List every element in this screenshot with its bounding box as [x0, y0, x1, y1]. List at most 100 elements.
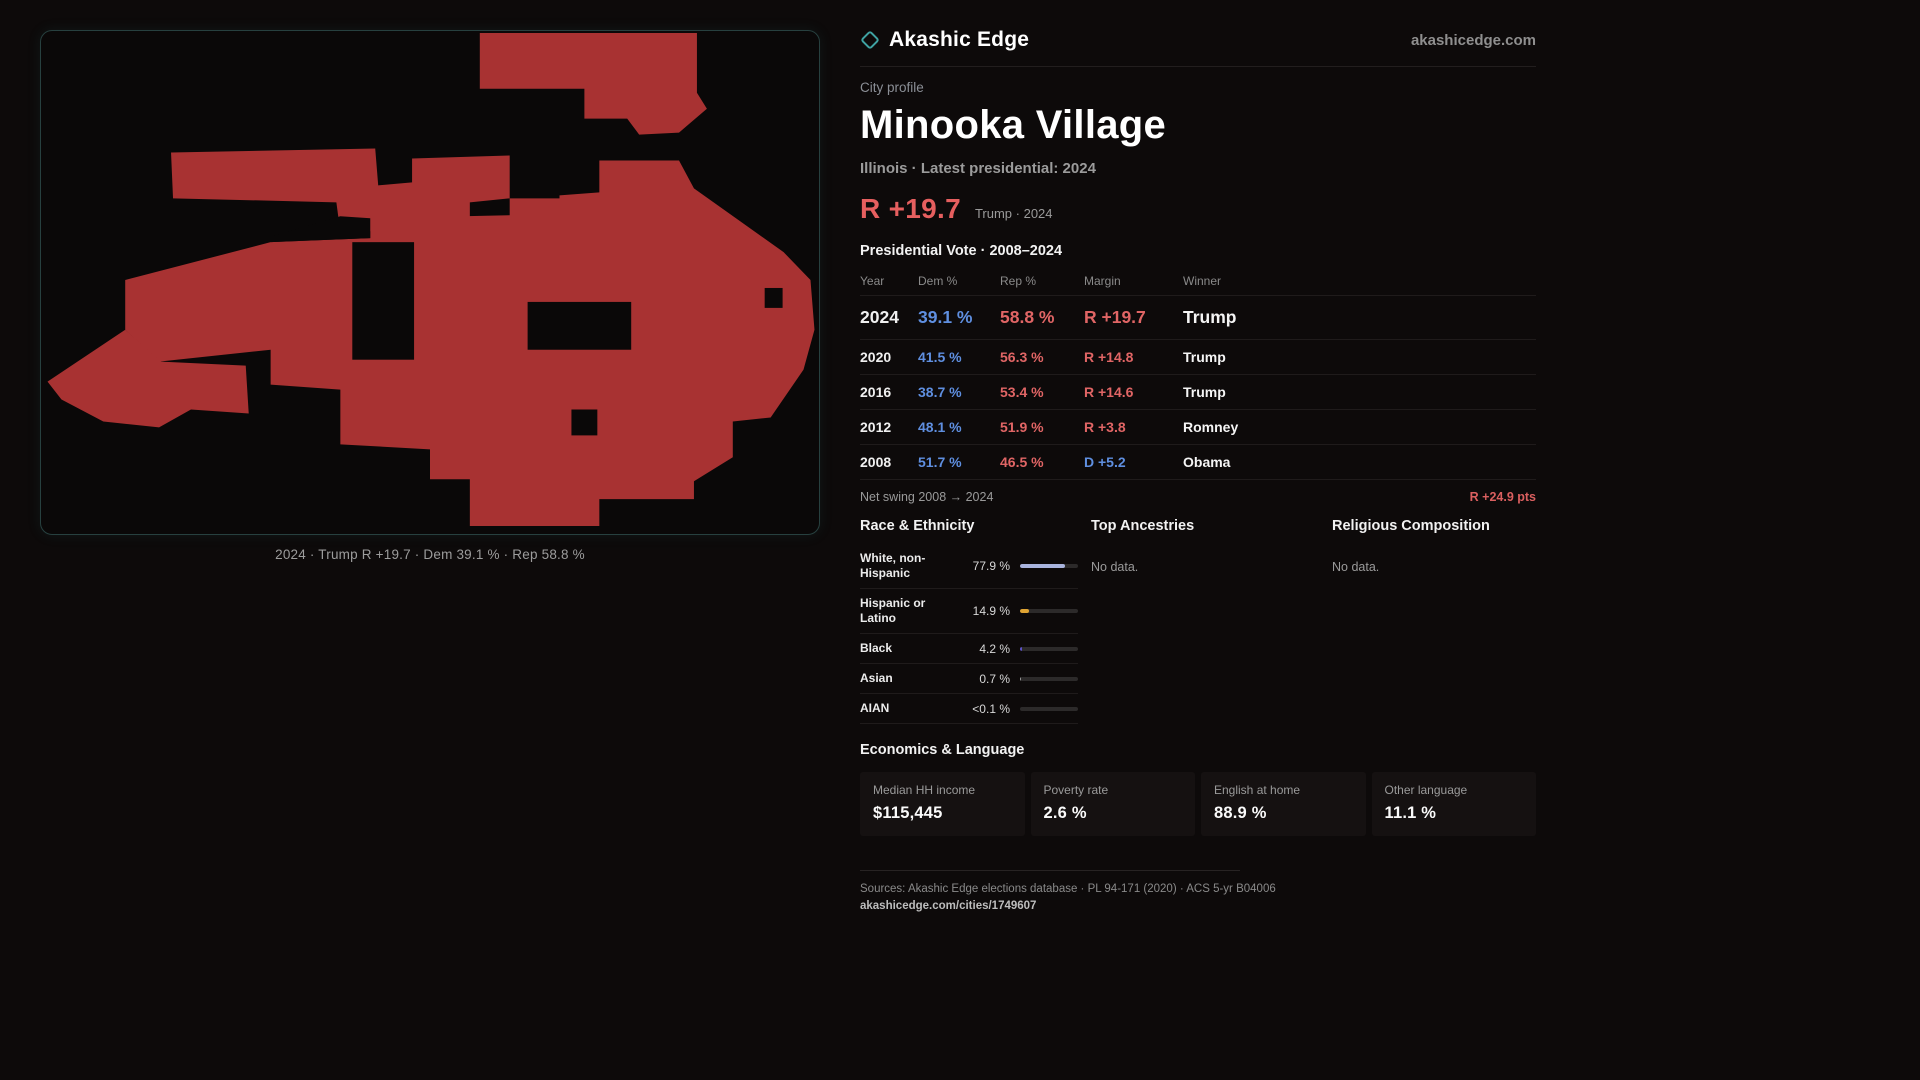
net-swing-label: Net swing 2008 → 2024 — [860, 490, 994, 504]
race-label: Asian — [860, 671, 893, 685]
race-label: White, non-Hispanic — [860, 551, 926, 580]
race-label: Black — [860, 641, 893, 655]
list-item: White, non-Hispanic 77.9 % — [860, 544, 1078, 589]
race-bar — [1020, 609, 1078, 613]
col-header-year: Year — [860, 274, 885, 288]
religion-empty-state: No data. — [1332, 560, 1380, 574]
col-header-winner: Winner — [1183, 274, 1222, 288]
ancestries-section-title: Top Ancestries — [1091, 518, 1195, 534]
list-item: Black 4.2 % — [860, 634, 1078, 664]
permalink[interactable]: akashicedge.com/cities/1749607 — [860, 900, 1037, 912]
stat-label: English at home — [1214, 783, 1301, 797]
race-bar — [1020, 676, 1078, 681]
table-row: 2016 38.7 % 53.4 % R +14.6 Trump — [860, 375, 1536, 410]
brand-title: Akashic Edge — [889, 28, 1030, 51]
cell-winner: Romney — [1183, 419, 1239, 435]
stat-card: Other language 11.1 % — [1371, 772, 1536, 836]
race-value: 77.9 % — [972, 559, 1010, 573]
vote-table: Year Dem % Rep % Margin Winner 2024 39.1… — [860, 267, 1536, 480]
religion-section-title: Religious Composition — [1332, 518, 1490, 534]
econ-stat-cards: Median HH income $115,445 Poverty rate 2… — [860, 772, 1536, 836]
table-row: 2012 48.1 % 51.9 % R +3.8 Romney — [860, 410, 1536, 445]
cell-dem: 39.1 % — [918, 307, 973, 327]
map-panel: 2024 · Trump R +19.7 · Dem 39.1 % · Rep … — [0, 0, 860, 1080]
cell-rep: 51.9 % — [1000, 419, 1044, 435]
footer: Sources: Akashic Edge elections database… — [860, 870, 1536, 914]
net-swing-row: Net swing 2008 → 2024 R +24.9 pts — [860, 480, 1536, 512]
stat-card: English at home 88.9 % — [1201, 772, 1366, 836]
stat-value: 88.9 % — [1214, 804, 1267, 822]
religion-column: Religious Composition No data. — [1332, 518, 1536, 724]
cell-rep: 56.3 % — [1000, 349, 1044, 365]
list-item: Hispanic or Latino 14.9 % — [860, 589, 1078, 634]
page-title: Minooka Village — [860, 103, 1167, 147]
stat-value: 2.6 % — [1043, 804, 1087, 822]
cell-margin: R +14.6 — [1084, 384, 1134, 400]
race-ethnicity-column: Race & Ethnicity White, non-Hispanic 77.… — [860, 518, 1078, 724]
map-caption: 2024 · Trump R +19.7 · Dem 39.1 % · Rep … — [275, 547, 585, 562]
stat-value: $115,445 — [873, 804, 943, 822]
table-row: 2008 51.7 % 46.5 % D +5.2 Obama — [860, 445, 1536, 480]
city-boundary-map — [40, 30, 820, 535]
stat-card: Median HH income $115,445 — [860, 772, 1025, 836]
headline-context: Trump · 2024 — [974, 206, 1053, 221]
ancestries-column: Top Ancestries No data. — [1091, 518, 1319, 724]
sources-text: Sources: Akashic Edge elections database… — [860, 883, 1276, 895]
race-bar-fill — [1020, 609, 1029, 613]
cell-year: 2020 — [860, 349, 892, 365]
cell-margin: D +5.2 — [1084, 454, 1126, 470]
stat-label: Other language — [1384, 783, 1468, 797]
profile-panel: Akashic Edge akashicedge.com City profil… — [860, 0, 1536, 1080]
race-section-title: Race & Ethnicity — [860, 518, 975, 534]
list-item: AIAN <0.1 % — [860, 694, 1078, 724]
race-bar — [1020, 564, 1078, 568]
cell-year: 2024 — [860, 307, 899, 327]
race-value: 4.2 % — [979, 641, 1010, 656]
cell-year: 2008 — [860, 454, 892, 470]
cell-year: 2012 — [860, 419, 892, 435]
cell-rep: 46.5 % — [1000, 454, 1044, 470]
demographics-section: Race & Ethnicity White, non-Hispanic 77.… — [860, 518, 1536, 724]
cell-dem: 38.7 % — [918, 384, 962, 400]
cell-dem: 41.5 % — [918, 349, 962, 365]
race-bar-fill — [1020, 564, 1066, 568]
race-value: <0.1 % — [972, 701, 1010, 716]
race-label: AIAN — [860, 701, 890, 715]
brand-domain-link[interactable]: akashicedge.com — [1410, 31, 1536, 49]
stat-card: Poverty rate 2.6 % — [1030, 772, 1195, 836]
race-bar-fill — [1020, 676, 1021, 681]
cell-dem: 51.7 % — [918, 454, 962, 470]
cell-margin: R +19.7 — [1084, 307, 1146, 327]
cell-margin: R +14.8 — [1084, 349, 1134, 365]
headline-margin-row: R +19.7 Trump · 2024 — [860, 193, 1536, 225]
race-bar — [1020, 646, 1078, 651]
subtitle: Illinois · Latest presidential: 2024 — [860, 160, 1096, 177]
ancestries-empty-state: No data. — [1091, 560, 1139, 574]
header: Akashic Edge akashicedge.com — [860, 28, 1536, 67]
table-row: 2020 41.5 % 56.3 % R +14.8 Trump — [860, 340, 1536, 375]
headline-margin-value: R +19.7 — [860, 193, 961, 224]
cell-year: 2016 — [860, 384, 892, 400]
list-item: Asian 0.7 % — [860, 664, 1078, 694]
stat-label: Poverty rate — [1043, 783, 1109, 797]
cell-winner: Trump — [1183, 384, 1226, 400]
vote-section-title: Presidential Vote · 2008–2024 — [860, 243, 1063, 259]
stat-label: Median HH income — [873, 783, 976, 797]
vote-table-header: Year Dem % Rep % Margin Winner — [860, 267, 1536, 296]
cell-margin: R +3.8 — [1084, 419, 1126, 435]
cell-winner: Obama — [1183, 454, 1231, 470]
table-row: 2024 39.1 % 58.8 % R +19.7 Trump — [860, 296, 1536, 340]
race-label: Hispanic or Latino — [860, 596, 926, 625]
cell-winner: Trump — [1183, 349, 1226, 365]
diamond-icon — [860, 30, 880, 50]
cell-rep: 58.8 % — [1000, 307, 1055, 327]
econ-section-title: Economics & Language — [860, 742, 1025, 758]
map-svg — [47, 32, 815, 527]
cell-winner: Trump — [1183, 307, 1237, 327]
stat-value: 11.1 % — [1384, 804, 1437, 822]
net-swing-value: R +24.9 pts — [1469, 490, 1536, 504]
race-value: 0.7 % — [979, 671, 1010, 686]
kicker-label: City profile — [860, 80, 924, 95]
col-header-dem: Dem % — [918, 274, 958, 288]
